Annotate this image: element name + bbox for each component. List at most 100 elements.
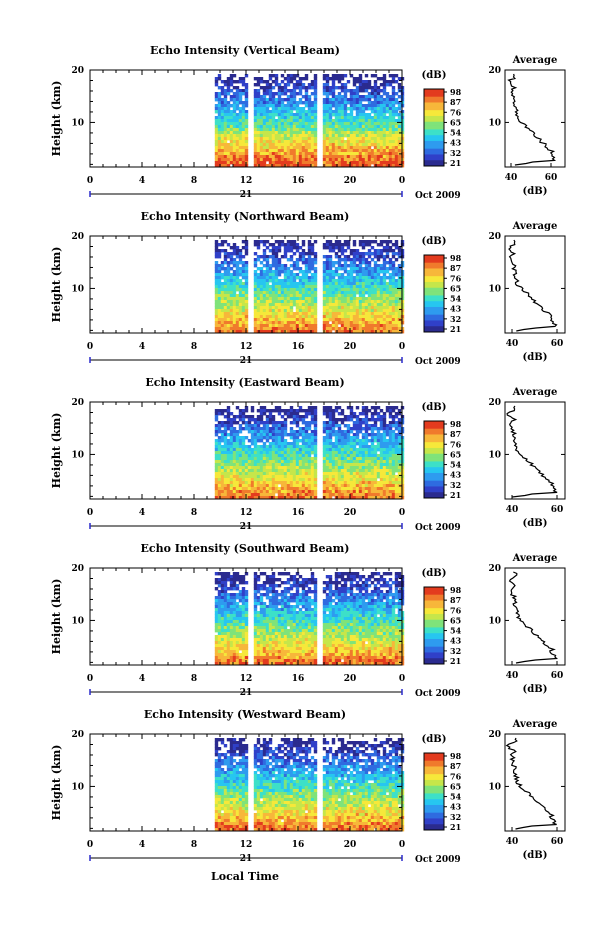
average-title: Average: [512, 221, 558, 232]
average-profile-line: [508, 571, 559, 664]
average-xlabel: (dB): [523, 684, 548, 695]
y-tick-label: 10: [71, 616, 84, 626]
average-xlabel: (dB): [523, 850, 548, 861]
y-axis-label: Height (km): [50, 247, 63, 323]
colorbar-tick-label: 98: [450, 751, 462, 761]
colorbar-tick-label: 32: [450, 646, 461, 656]
x-tick-label: 12: [240, 508, 253, 518]
x-tick-label: 12: [240, 674, 253, 684]
colorbar-tick-label: 43: [450, 802, 462, 812]
colorbar-tick-label: 65: [450, 283, 461, 293]
colorbar-tick-label: 65: [450, 615, 461, 625]
panel-title: Echo Intensity (Vertical Beam): [150, 44, 340, 57]
colorbar-tick-label: 76: [450, 771, 462, 781]
y-tick-label: 20: [71, 66, 84, 76]
average-frame: [504, 733, 566, 832]
colorbar-tick-label: 76: [450, 107, 462, 117]
colorbar-tick-label: 43: [450, 636, 462, 646]
average-x-tick-label: 60: [551, 505, 564, 515]
colorbar-unit: (dB): [422, 402, 447, 413]
average-y-tick-label: 10: [488, 782, 501, 792]
average-y-tick-label: 10: [488, 616, 501, 626]
y-tick-label: 20: [71, 730, 84, 740]
colorbar-tick-label: 43: [450, 470, 462, 480]
y-axis-label: Height (km): [50, 81, 63, 157]
x-tick-label: 4: [139, 674, 145, 684]
date-day-label: 21: [240, 522, 253, 532]
heatmap-cells: [214, 406, 405, 500]
x-tick-label: 0: [87, 342, 93, 352]
x-tick-label: 4: [139, 176, 145, 186]
average-frame: [504, 401, 566, 500]
date-day-label: 21: [240, 854, 253, 864]
x-tick-label: 16: [292, 176, 305, 186]
y-axis-label: Height (km): [50, 413, 63, 489]
average-x-tick-label: 40: [505, 173, 518, 183]
x-tick-label: 0: [87, 508, 93, 518]
x-tick-label: 16: [292, 342, 305, 352]
average-x-tick-label: 60: [551, 339, 564, 349]
colorbar-tick-label: 98: [450, 253, 462, 263]
x-tick-label: 20: [344, 176, 357, 186]
date-month-label: Oct 2009: [415, 191, 461, 201]
average-x-tick-label: 60: [551, 671, 564, 681]
y-tick-label: 10: [71, 450, 84, 460]
average-title: Average: [512, 719, 558, 730]
panel-title: Echo Intensity (Eastward Beam): [145, 376, 344, 389]
colorbar-tick-label: 54: [450, 460, 462, 470]
x-tick-label: 0: [87, 674, 93, 684]
panel-title: Echo Intensity (Westward Beam): [144, 708, 346, 721]
average-x-tick-label: 40: [506, 505, 519, 515]
x-tick-label: 0: [399, 840, 405, 850]
x-tick-label: 16: [292, 840, 305, 850]
colorbar-tick-label: 32: [450, 480, 461, 490]
average-profile-line: [505, 737, 557, 830]
average-profile-line: [506, 405, 558, 498]
x-tick-label: 8: [191, 840, 197, 850]
colorbar-tick-label: 65: [450, 781, 461, 791]
average-x-tick-label: 40: [506, 837, 519, 847]
colorbar-tick-label: 65: [450, 449, 461, 459]
colorbar-tick-label: 32: [450, 148, 461, 158]
colorbar-tick-label: 87: [450, 263, 461, 273]
date-day-label: 21: [240, 190, 253, 200]
x-tick-label: 8: [191, 176, 197, 186]
y-tick-label: 20: [71, 398, 84, 408]
y-tick-label: 10: [71, 284, 84, 294]
heatmap-cells: [214, 74, 405, 168]
colorbar-tick-label: 54: [450, 128, 462, 138]
colorbar-tick-label: 43: [450, 304, 462, 314]
colorbar-unit: (dB): [422, 236, 447, 247]
average-title: Average: [512, 55, 558, 66]
average-y-tick-label: 10: [488, 284, 501, 294]
average-y-tick-label: 20: [488, 66, 501, 76]
average-y-tick-label: 10: [488, 450, 501, 460]
colorbar-tick-label: 98: [450, 87, 462, 97]
average-y-tick-label: 20: [488, 398, 501, 408]
x-tick-label: 0: [87, 840, 93, 850]
date-month-label: Oct 2009: [415, 523, 461, 533]
x-tick-label: 4: [139, 342, 145, 352]
x-tick-label: 0: [399, 342, 405, 352]
x-tick-label: 0: [399, 176, 405, 186]
average-frame: [504, 69, 566, 168]
average-x-tick-label: 40: [506, 671, 519, 681]
colorbar-tick-label: 76: [450, 605, 462, 615]
x-tick-label: 16: [292, 508, 305, 518]
x-tick-label: 12: [240, 342, 253, 352]
y-tick-label: 20: [71, 232, 84, 242]
panel-title: Echo Intensity (Northward Beam): [141, 210, 350, 223]
colorbar-tick-label: 87: [450, 761, 461, 771]
heatmap-cells: [214, 572, 405, 666]
x-tick-label: 20: [344, 840, 357, 850]
x-tick-label: 20: [344, 674, 357, 684]
colorbar-tick-label: 54: [450, 626, 462, 636]
heatmap-cells: [214, 240, 405, 334]
figure-xlabel: Local Time: [211, 870, 279, 883]
y-tick-label: 10: [71, 118, 84, 128]
colorbar-unit: (dB): [422, 70, 447, 81]
